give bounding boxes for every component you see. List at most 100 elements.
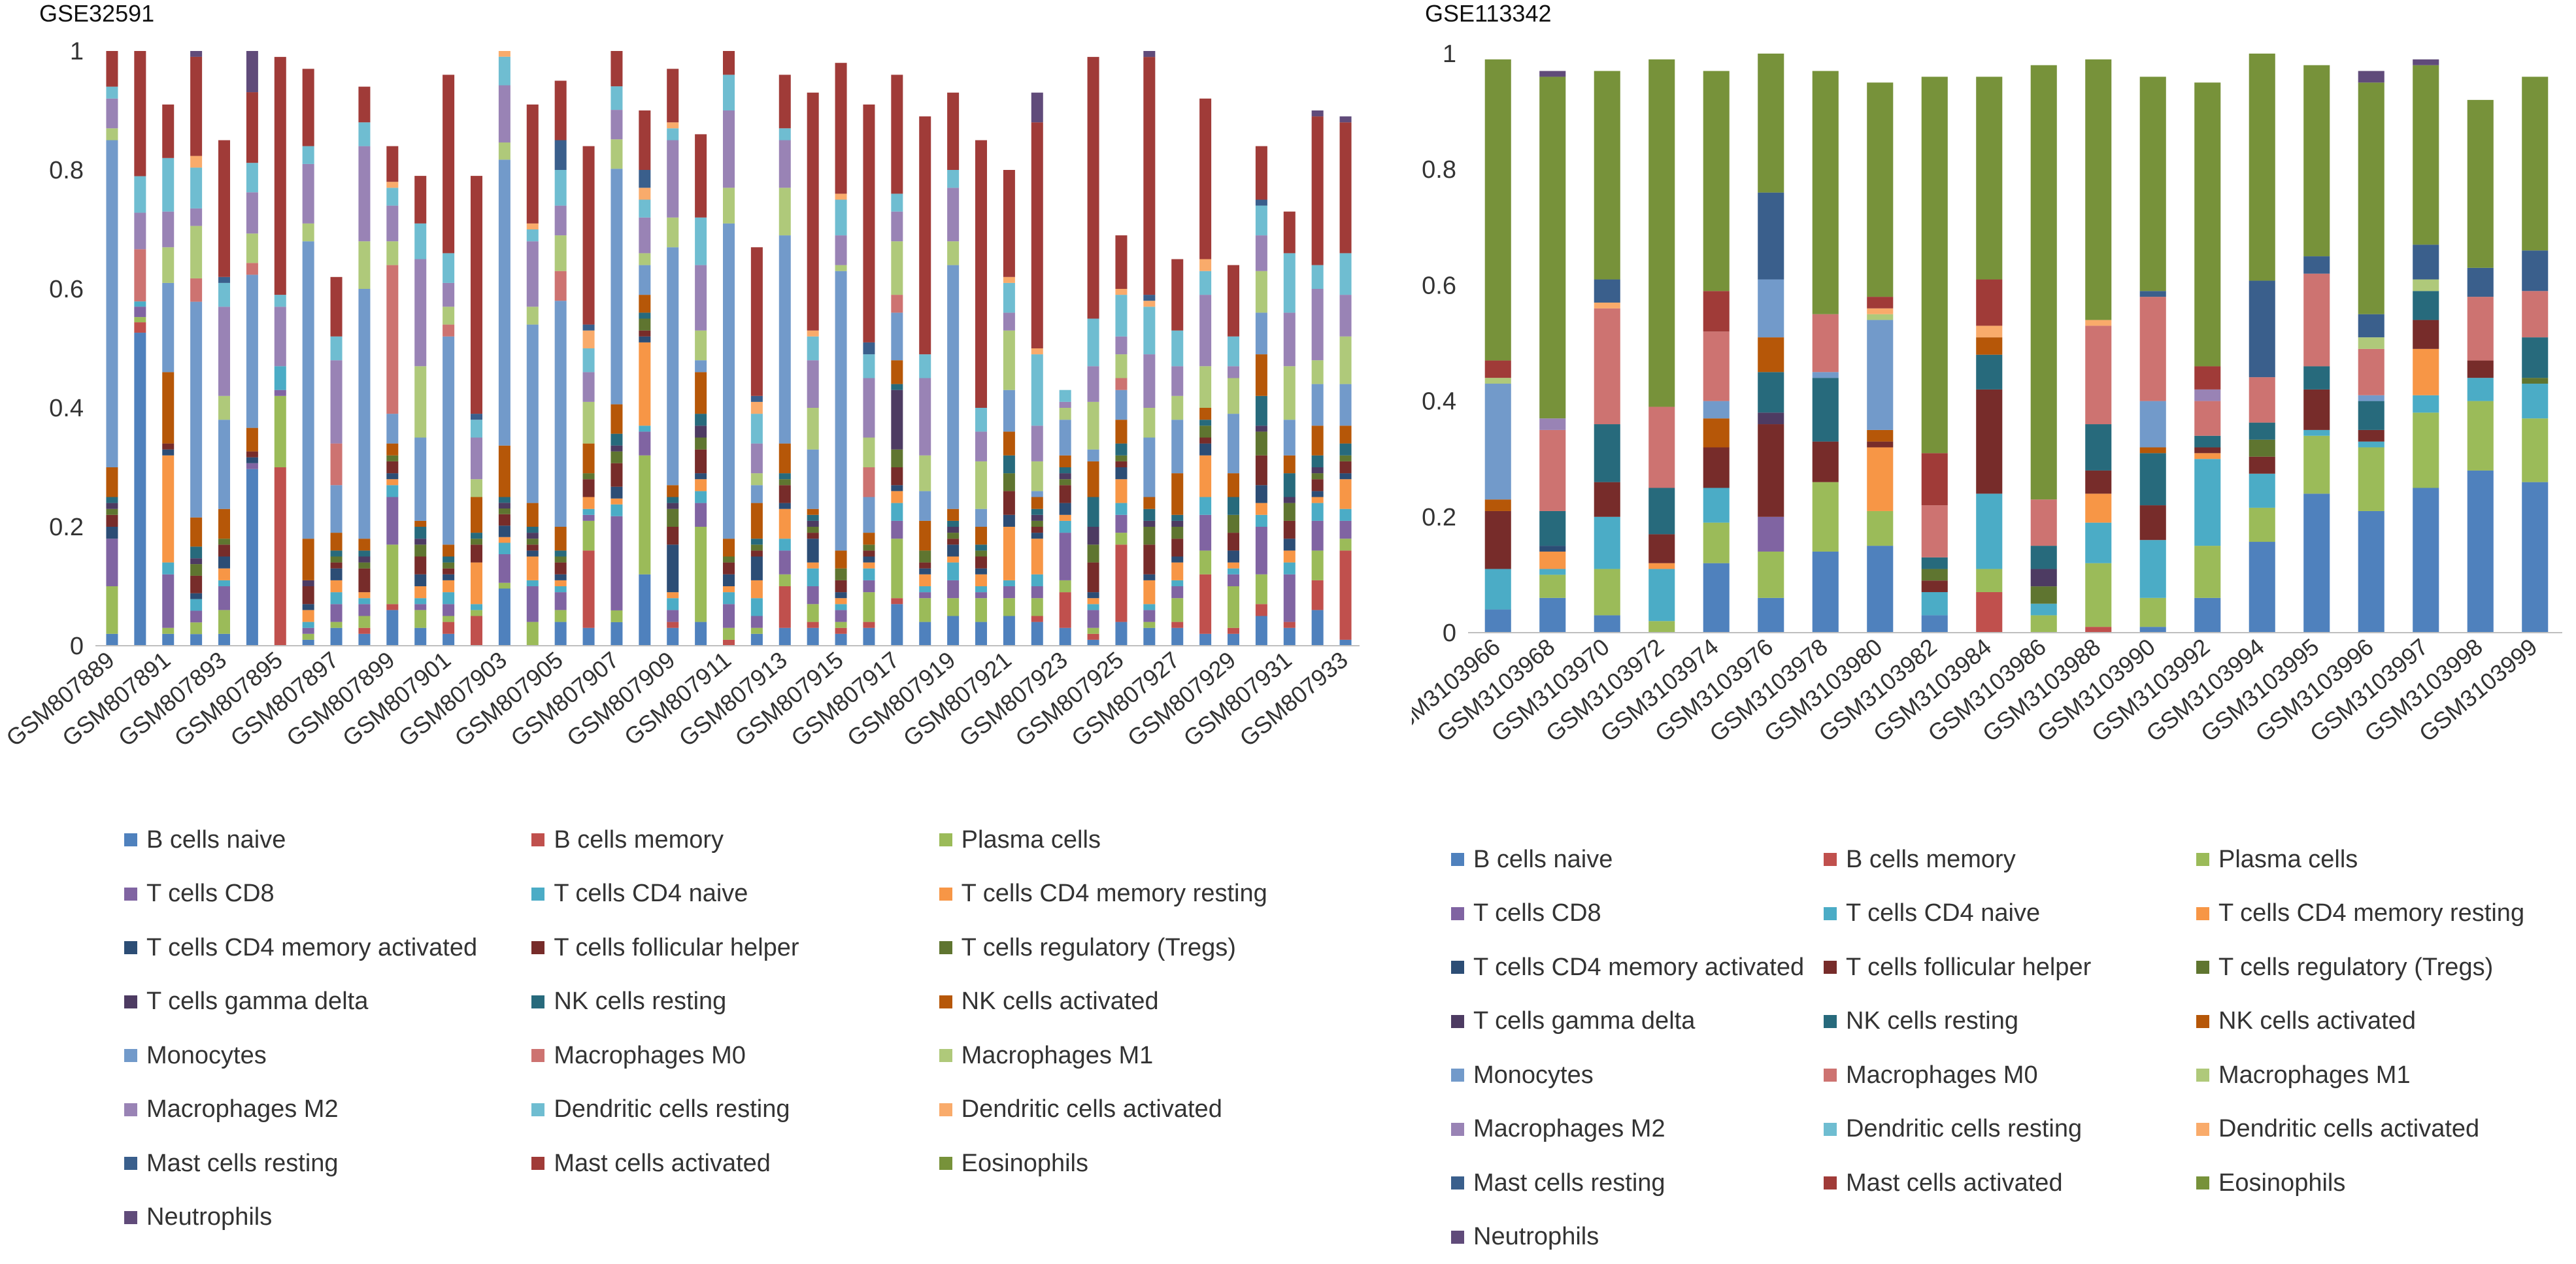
bar-segment <box>303 69 314 146</box>
bar-segment <box>1340 461 1352 473</box>
bar-segment <box>1648 488 1675 535</box>
bar-segment <box>1060 533 1071 580</box>
bar-segment <box>1312 110 1324 116</box>
bar-segment <box>779 444 791 474</box>
bar-segment <box>1703 563 1730 633</box>
bar-segment <box>975 141 987 408</box>
bar-segment <box>162 444 174 450</box>
bar-segment <box>1976 325 2002 337</box>
bar-stack <box>1648 59 1675 633</box>
bar-segment <box>527 539 539 544</box>
bar-segment <box>1703 523 1730 563</box>
legend-swatch <box>1451 1231 1464 1244</box>
bar-segment <box>1256 503 1267 515</box>
bar-segment <box>1060 592 1071 628</box>
bar-segment <box>807 360 819 408</box>
bar-segment <box>723 563 735 574</box>
bar-segment <box>919 598 931 622</box>
bar-stack <box>555 81 567 646</box>
bar-segment <box>1284 497 1296 503</box>
bar-segment <box>2303 390 2330 430</box>
legend-swatch <box>939 888 952 901</box>
bar-segment <box>723 557 735 563</box>
bar-segment <box>162 450 174 456</box>
legend-swatch <box>1824 961 1837 974</box>
legend-label: Macrophages M1 <box>962 1042 1154 1070</box>
bar-segment <box>443 580 454 592</box>
bar-segment <box>1003 586 1015 598</box>
bar-stack <box>1703 71 1730 633</box>
bar-segment <box>1312 479 1324 491</box>
bar-segment <box>1813 378 1839 441</box>
bar-segment <box>471 563 482 605</box>
bar-segment <box>106 503 118 509</box>
bar-segment <box>1648 407 1675 488</box>
legend-swatch <box>124 1103 137 1116</box>
bar-segment <box>1312 360 1324 384</box>
bar-segment <box>555 206 567 236</box>
bar-stack <box>1199 99 1211 646</box>
bar-segment <box>1340 456 1352 461</box>
bar-segment <box>471 533 482 539</box>
bar-segment <box>275 307 286 366</box>
bar-segment <box>386 497 398 545</box>
bar-segment <box>386 604 398 610</box>
bar-segment <box>667 122 678 128</box>
bar-segment <box>2467 297 2494 360</box>
bar-segment <box>2140 291 2166 297</box>
legend-swatch <box>531 833 544 846</box>
bar-segment <box>499 142 510 159</box>
bar-segment <box>1594 303 1620 308</box>
bar-stack <box>1143 51 1155 646</box>
bar-segment <box>471 616 482 646</box>
bar-segment <box>835 550 847 568</box>
legend-swatch <box>531 941 544 954</box>
bar-segment <box>1922 615 1948 633</box>
bar-segment <box>695 372 707 414</box>
legend-swatch <box>124 1049 137 1062</box>
bar-segment <box>723 628 735 640</box>
bar-segment <box>1758 517 1784 552</box>
bar-segment <box>1060 408 1071 420</box>
bar-stack <box>1031 93 1043 646</box>
bar-segment <box>331 563 343 569</box>
bar-segment <box>611 463 622 487</box>
bar-segment <box>1340 425 1352 443</box>
bar-segment <box>443 75 454 253</box>
legend-label: Mast cells activated <box>1846 1169 2063 1197</box>
bar-segment <box>1115 337 1127 354</box>
bar-segment <box>2085 523 2111 563</box>
bar-segment <box>835 610 847 622</box>
bar-segment <box>1284 420 1296 456</box>
bar-segment <box>1340 550 1352 640</box>
bar-segment <box>695 491 707 503</box>
bar-segment <box>414 438 426 521</box>
bar-segment <box>611 405 622 434</box>
bar-segment <box>779 479 791 485</box>
bar-segment <box>695 331 707 361</box>
bar-segment <box>2522 384 2548 418</box>
bar-segment <box>611 51 622 86</box>
bar-segment <box>639 218 650 254</box>
bar-segment <box>611 169 622 404</box>
legend-label: Plasma cells <box>962 826 1101 854</box>
bar-segment <box>414 557 426 574</box>
bar-segment <box>1228 366 1239 378</box>
bar-segment <box>303 634 314 640</box>
bar-segment <box>555 563 567 574</box>
bar-segment <box>1256 354 1267 396</box>
bar-stack <box>751 247 763 646</box>
bar-segment <box>611 622 622 646</box>
legend-swatch <box>531 995 544 1008</box>
bar-segment <box>2467 401 2494 471</box>
bar-segment <box>1031 622 1043 646</box>
bar-segment <box>555 141 567 171</box>
bar-segment <box>947 188 959 241</box>
bar-segment <box>1340 473 1352 479</box>
bar-segment <box>218 544 230 556</box>
bar-segment <box>386 241 398 265</box>
bar-segment <box>1171 557 1183 563</box>
bar-segment <box>779 628 791 646</box>
